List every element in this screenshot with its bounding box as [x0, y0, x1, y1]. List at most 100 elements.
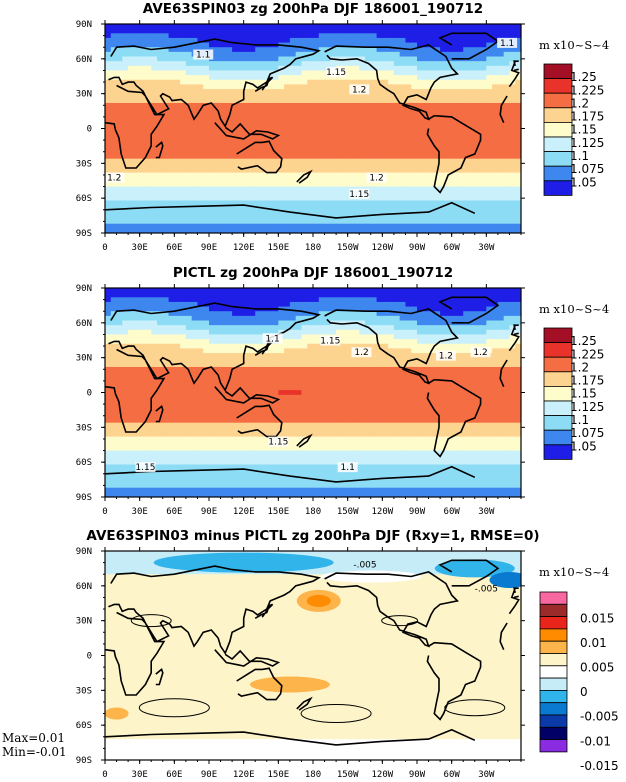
field-cell [388, 315, 395, 321]
field-cell [388, 181, 395, 187]
field-cell [324, 98, 331, 104]
field-cell [295, 181, 302, 187]
field-cell [162, 65, 169, 71]
field-cell [463, 24, 470, 30]
field-cell [388, 306, 395, 312]
field-cell [278, 154, 285, 160]
field-cell [122, 311, 129, 317]
field-cell [515, 51, 521, 57]
field-cell [209, 177, 216, 183]
field-cell [324, 288, 331, 294]
field-cell [336, 47, 343, 53]
field-cell [492, 65, 499, 71]
field-cell [382, 191, 389, 197]
field-cell [122, 51, 129, 57]
field-cell [174, 366, 181, 372]
field-cell [261, 219, 268, 225]
field-cell [226, 348, 233, 354]
field-cell [469, 385, 476, 391]
field-cell [359, 376, 366, 382]
field-cell [474, 154, 481, 160]
field-cell [480, 24, 487, 30]
field-cell [336, 306, 343, 312]
field-cell [440, 116, 447, 122]
field-cell [318, 191, 325, 197]
field-cell [422, 79, 429, 85]
field-cell [255, 144, 262, 150]
field-cell [168, 79, 175, 85]
field-cell [463, 84, 470, 90]
x-tick-label: 30E [132, 243, 148, 253]
field-cell [122, 65, 129, 71]
field-cell [405, 61, 412, 67]
field-cell [139, 75, 146, 81]
field-cell [341, 334, 349, 340]
field-cell [445, 158, 453, 164]
field-cell [474, 371, 481, 377]
field-cell [232, 228, 239, 233]
field-cell [249, 214, 256, 220]
field-cell [133, 56, 141, 62]
field-cell [278, 288, 285, 294]
field-cell [313, 126, 320, 132]
field-cell [157, 172, 164, 178]
field-cell [457, 343, 464, 349]
field-cell [336, 163, 343, 169]
field-cell [474, 362, 481, 368]
field-cell [243, 135, 250, 141]
field-cell [133, 297, 141, 303]
field-cell [469, 93, 476, 99]
field-cell [105, 191, 112, 197]
field-cell [191, 144, 198, 150]
field-cell [191, 33, 198, 39]
field-cell [440, 149, 447, 155]
field-cell [347, 228, 354, 233]
field-cell [289, 65, 297, 71]
field-cell [347, 219, 354, 225]
field-cell [480, 93, 487, 99]
field-cell [209, 61, 216, 67]
field-cell [180, 348, 187, 354]
field-cell [226, 130, 233, 136]
field-cell [393, 311, 401, 317]
field-cell [128, 28, 135, 34]
field-cell [226, 167, 233, 174]
field-cell [503, 348, 510, 354]
field-cell [330, 357, 337, 363]
field-cell [237, 339, 245, 345]
field-cell [185, 149, 193, 155]
field-cell [105, 297, 112, 303]
field-cell [168, 366, 175, 372]
field-cell [359, 56, 366, 62]
field-cell [382, 79, 389, 85]
field-cell [469, 84, 476, 90]
field-cell [203, 163, 210, 169]
field-cell [307, 357, 314, 363]
field-cell [226, 135, 233, 141]
field-cell [249, 56, 256, 62]
field-cell [486, 357, 493, 363]
field-cell [365, 343, 372, 349]
field-cell [214, 75, 221, 81]
field-cell [116, 306, 123, 312]
field-cell [197, 154, 204, 160]
field-cell [336, 292, 343, 298]
field-cell [197, 214, 204, 220]
field-cell [445, 288, 453, 294]
field-cell [336, 186, 343, 192]
field-cell [318, 214, 325, 220]
field-cell [174, 177, 181, 183]
field-cell [405, 79, 412, 85]
field-cell [497, 98, 505, 104]
field-cell [330, 181, 337, 187]
field-cell [243, 154, 250, 160]
field-cell [480, 37, 487, 43]
field-cell [428, 93, 435, 99]
field-cell [417, 223, 424, 229]
field-cell [266, 385, 273, 391]
field-cell [324, 357, 331, 363]
field-cell [203, 362, 210, 368]
legend-swatch [543, 92, 573, 109]
field-cell [128, 325, 135, 331]
field-cell [486, 371, 493, 377]
